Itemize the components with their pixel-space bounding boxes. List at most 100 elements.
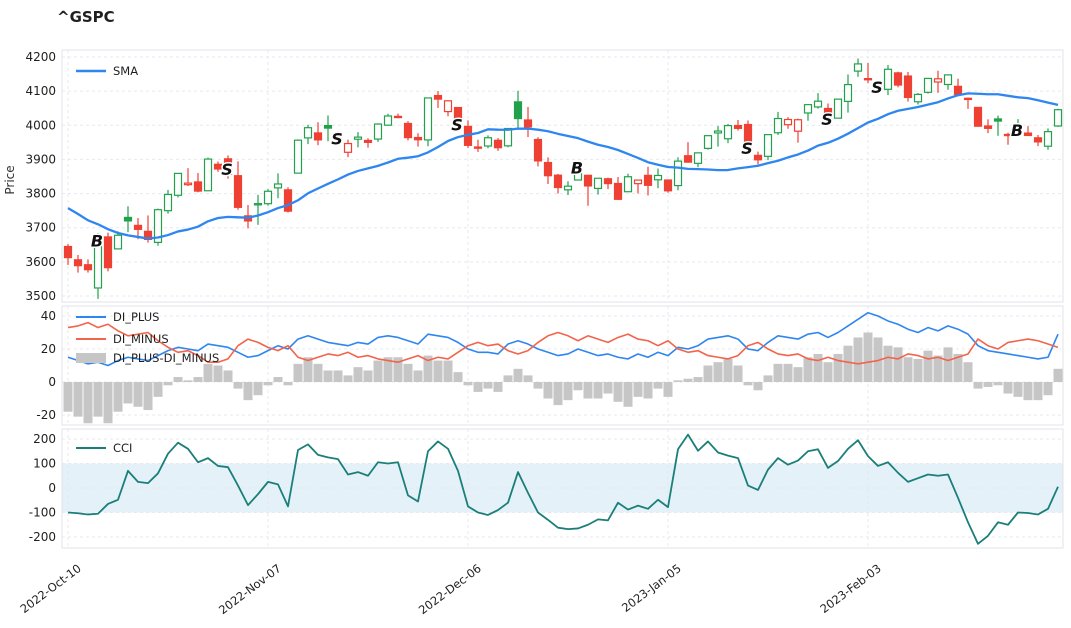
candle-body (373, 123, 383, 140)
di-histogram-bar (753, 382, 763, 391)
candle-body (473, 146, 483, 149)
candle-body (1003, 133, 1013, 137)
di-histogram-bar (393, 357, 403, 382)
candle-body (663, 179, 673, 192)
candle-body (213, 163, 223, 170)
y-tick-label: 4000 (25, 118, 56, 132)
candle-body (323, 124, 333, 129)
x-tick-label: 2023-Feb-03 (817, 561, 883, 616)
candle-body (503, 127, 513, 147)
di-histogram-bar (223, 370, 233, 382)
candle-body (683, 155, 693, 163)
candle-body (633, 179, 643, 185)
candle-body (453, 106, 463, 127)
di-histogram-bar (133, 382, 143, 407)
candle-body (113, 234, 123, 250)
di-histogram-bar (463, 382, 473, 386)
candle-body (793, 119, 803, 132)
y-tick-label: -100 (29, 506, 56, 520)
di-histogram-bar (673, 380, 683, 382)
di-histogram-bar (843, 345, 853, 382)
candle-body (353, 136, 363, 140)
di-histogram-bar (733, 365, 743, 382)
candle-body (273, 183, 283, 189)
candle-body (843, 83, 853, 102)
di-histogram-bar (183, 380, 193, 382)
di-histogram-bar (1023, 382, 1033, 401)
candle-body (963, 97, 973, 101)
di-histogram-bar (903, 357, 913, 382)
di-histogram-bar (613, 382, 623, 402)
di-histogram-bar (573, 382, 583, 391)
di-histogram-bar (623, 382, 633, 407)
price-panel-border (61, 49, 1064, 303)
gridlines (62, 50, 1063, 548)
di-histogram-bar (683, 378, 693, 382)
candle-body (993, 118, 1003, 122)
di-histogram-bar (863, 332, 873, 382)
di-histogram-bar (643, 382, 653, 399)
di-histogram-bar (493, 382, 503, 392)
di-histogram-bar (373, 360, 383, 382)
candle-body (343, 142, 353, 153)
candle-body (803, 104, 813, 114)
di-histogram-bar (243, 382, 253, 401)
di-histogram-bar (603, 382, 613, 394)
y-tick-label: 4200 (25, 50, 56, 64)
di-histogram-bar (233, 382, 243, 389)
candle-body (163, 193, 173, 212)
candle-body (253, 203, 263, 206)
di-histogram-bar (263, 382, 273, 386)
sell-marker: S (871, 78, 883, 97)
candle-body (103, 236, 113, 269)
candle-body (973, 106, 983, 127)
candle-body (593, 177, 603, 190)
di-histogram-bar (423, 355, 433, 382)
cci-line (67, 433, 1059, 545)
di-histogram-bar (813, 353, 823, 382)
candle-body (863, 78, 873, 81)
x-tick-label: 2023-Jan-05 (619, 561, 684, 615)
cci-series-line (67, 433, 1059, 545)
di-histogram-bar (713, 362, 723, 382)
candle-body (733, 124, 743, 129)
sma-legend-label: SMA (113, 64, 138, 78)
candle-body (553, 174, 563, 189)
di-histogram-bar (203, 363, 213, 382)
candle-body (943, 74, 953, 86)
di-histogram-bar (533, 382, 543, 389)
candle-body (543, 161, 553, 177)
dmi-legend: DI_PLUS DI_MINUS DI_PLUS-DI_MINUS (76, 310, 219, 365)
candle-body (813, 100, 823, 108)
candle-body (1013, 127, 1023, 132)
candle-body (743, 123, 753, 151)
di-histogram-bar (963, 362, 973, 382)
candle-body (173, 172, 183, 196)
di-histogram-bar (1013, 382, 1023, 397)
candle-body (713, 130, 723, 134)
y-tick-label: -200 (29, 530, 56, 544)
di-histogram-bar (923, 350, 933, 382)
di-histogram-bar (723, 358, 733, 382)
candle-body (573, 166, 583, 181)
y-tick-label: 40 (41, 309, 56, 323)
candle-body (263, 190, 273, 205)
candle-body (333, 133, 343, 140)
di-histogram-bar (803, 357, 813, 382)
di-histogram-bar (993, 382, 1003, 386)
di-minus-legend-label: DI_MINUS (113, 332, 169, 346)
di-histogram-legend-label: DI_PLUS-DI_MINUS (113, 351, 219, 365)
di-histogram-bar (453, 372, 463, 382)
di-histogram-legend-swatch-icon (76, 353, 106, 363)
di-histogram-bar (1033, 382, 1043, 401)
candle-body (1033, 137, 1043, 143)
candle-body (493, 139, 503, 149)
di-histogram-bar (273, 377, 283, 382)
price-axis-label: Price (3, 165, 17, 194)
di-histogram-bar (343, 375, 353, 382)
di-histogram-bar (893, 347, 903, 382)
di-histogram-bar (513, 368, 523, 382)
di-histogram-bar (563, 382, 573, 401)
candle-body (313, 132, 323, 141)
di-histogram (63, 332, 1063, 424)
